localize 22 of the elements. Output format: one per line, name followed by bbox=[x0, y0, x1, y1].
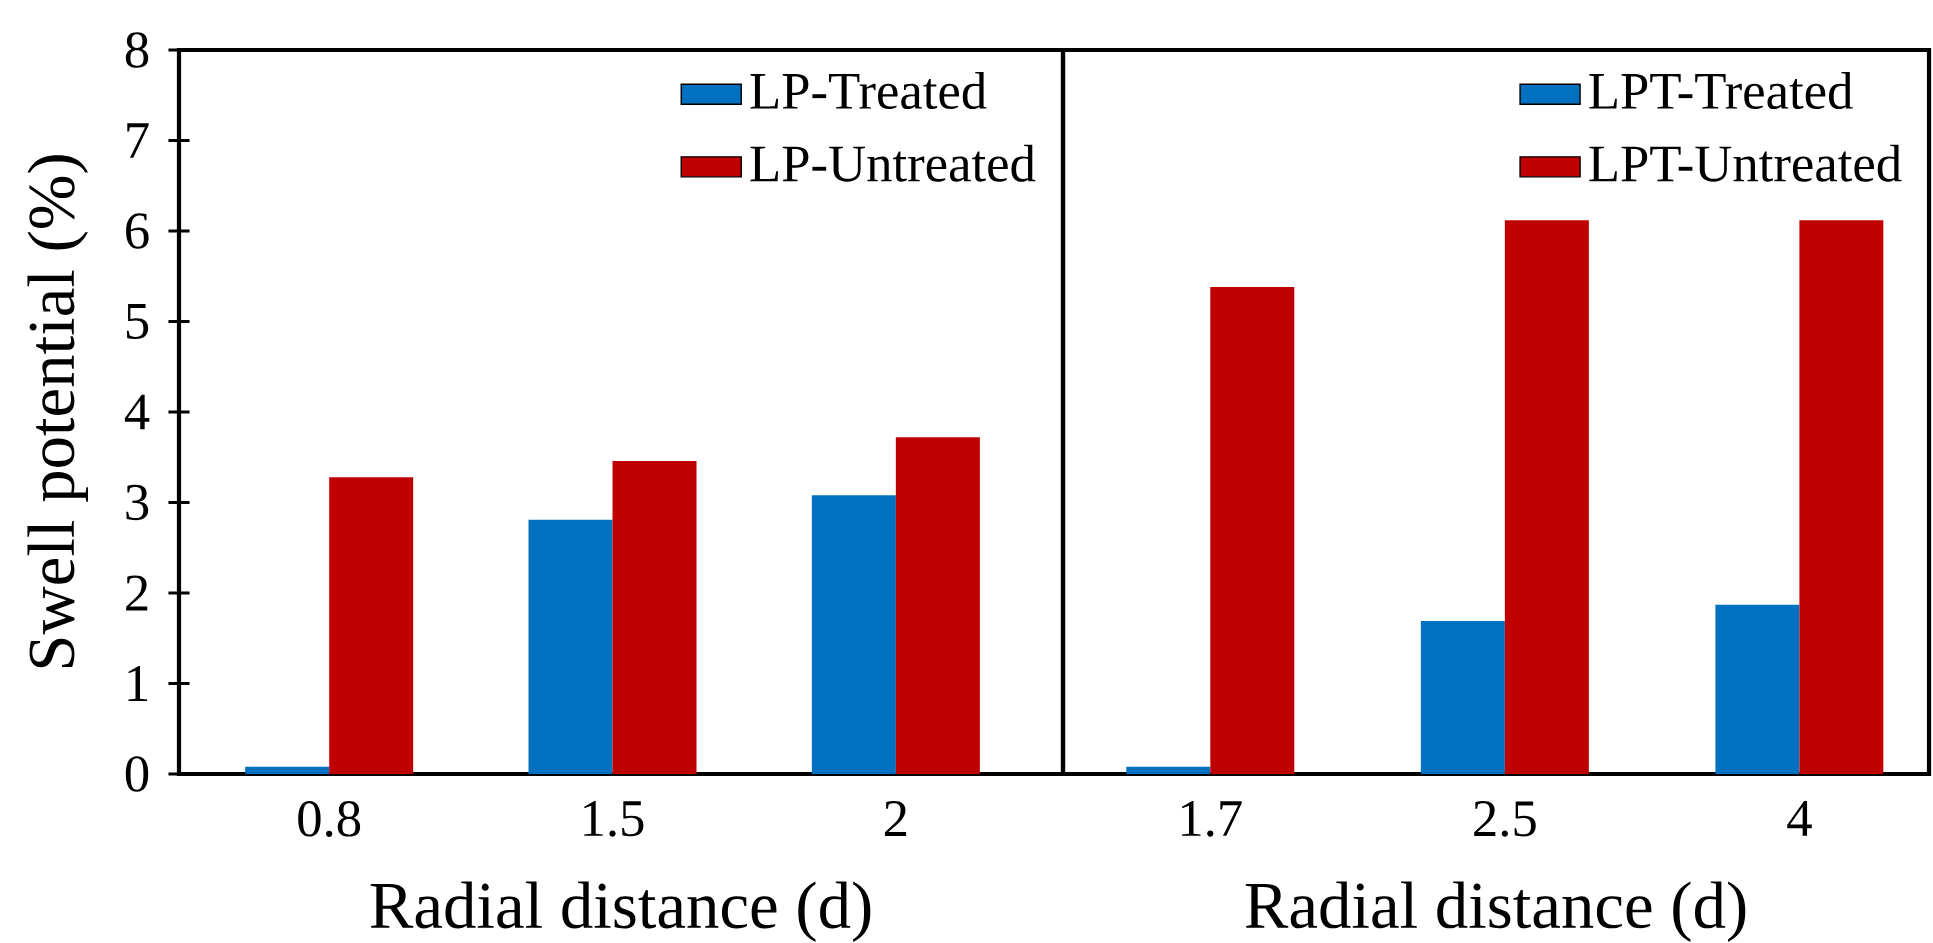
y-axis-title: Swell potential (%) bbox=[27, 155, 88, 668]
x-tick-label: 4 bbox=[1787, 801, 1812, 836]
y-tick-label: 6 bbox=[126, 213, 149, 249]
y-tick-label: 7 bbox=[127, 123, 149, 158]
legend-label: LPT-Untreated bbox=[1589, 144, 1902, 182]
x-tick-label: 2 bbox=[884, 801, 907, 836]
x-tick-label: 2.5 bbox=[1474, 801, 1536, 837]
y-tick-label: 0 bbox=[125, 756, 149, 792]
y-tick-label: 2 bbox=[126, 575, 148, 611]
legend-label: LP-Treated bbox=[750, 72, 987, 110]
legend-label: LPT-Treated bbox=[1589, 72, 1853, 110]
y-tick-label: 3 bbox=[126, 484, 149, 521]
x-tick-label: 0.8 bbox=[298, 801, 361, 837]
x-axis-title: Radial distance (d) bbox=[370, 881, 871, 943]
x-tick-label: 1.7 bbox=[1181, 801, 1242, 837]
y-tick-label: 5 bbox=[126, 304, 149, 340]
legend-label: LP-Untreated bbox=[750, 144, 1036, 182]
y-tick-label: 1 bbox=[128, 666, 148, 701]
x-axis-title: Radial distance (d) bbox=[1245, 881, 1746, 942]
y-tick-label: 8 bbox=[125, 32, 149, 68]
x-tick-label: 1.5 bbox=[584, 801, 644, 837]
y-tick-label: 4 bbox=[124, 394, 150, 430]
